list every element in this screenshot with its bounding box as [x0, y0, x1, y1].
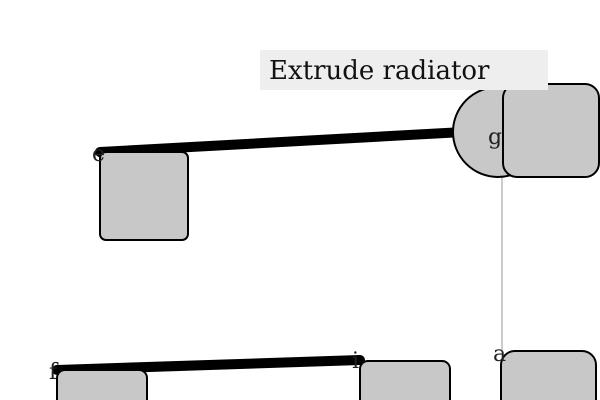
edge-e-g [95, 125, 505, 157]
edge-f-i [52, 355, 365, 375]
caption-background [260, 50, 548, 90]
node-i-label: i [352, 349, 359, 374]
node-i-box[interactable] [359, 360, 451, 400]
node-e-label: e [92, 142, 105, 167]
node-e-box[interactable] [99, 151, 189, 241]
node-g-label: g [488, 125, 502, 150]
node-f-box[interactable] [56, 369, 148, 400]
node-f-label: f [49, 360, 59, 385]
node-g-box[interactable] [502, 83, 600, 178]
caption-text: Extrude radiator [269, 56, 490, 86]
node-a-box[interactable] [500, 350, 597, 400]
node-a-label: a [493, 342, 506, 367]
